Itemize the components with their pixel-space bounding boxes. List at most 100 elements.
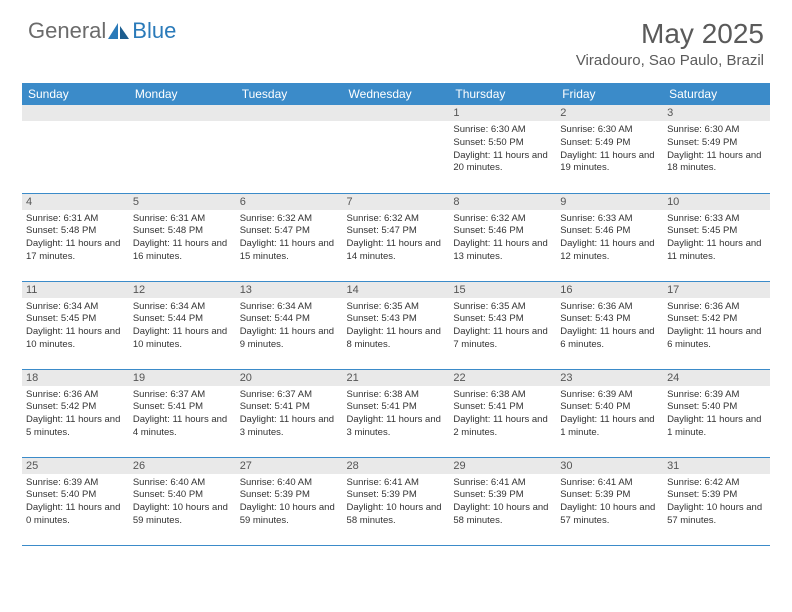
dayname-sunday: Sunday xyxy=(22,83,129,105)
calendar-cell: 21Sunrise: 6:38 AMSunset: 5:41 PMDayligh… xyxy=(343,369,450,457)
sunrise-line: Sunrise: 6:30 AM xyxy=(667,124,739,135)
calendar-week-row: 1 Sunrise: 6:30 AM Sunset: 5:50 PM Daylight… xyxy=(22,105,770,193)
sunrise-line: Sunrise: 6:39 AM xyxy=(560,389,632,400)
calendar-cell: 23Sunrise: 6:39 AMSunset: 5:40 PMDayligh… xyxy=(556,369,663,457)
sunset-line: Sunset: 5:42 PM xyxy=(667,313,737,324)
day-number: 2 xyxy=(556,105,663,121)
calendar-cell: 3Sunrise: 6:30 AMSunset: 5:49 PMDaylight… xyxy=(663,105,770,193)
sunset-line: Sunset: 5:50 PM xyxy=(453,137,523,148)
sunrise-line: Sunrise: 6:42 AM xyxy=(667,477,739,488)
day-content: Sunrise: 6:30 AM Sunset: 5:49 PM Daylight:… xyxy=(663,121,770,177)
sunset-line: Sunset: 5:49 PM xyxy=(560,137,630,148)
day-number: 9 xyxy=(556,194,663,210)
day-number: 23 xyxy=(556,370,663,386)
calendar-table: SundayMondayTuesdayWednesdayThursdayFrid… xyxy=(22,83,770,546)
sunrise-line: Sunrise: 6:32 AM xyxy=(347,213,419,224)
day-number: 25 xyxy=(22,458,129,474)
sunset-line: Sunset: 5:45 PM xyxy=(26,313,96,324)
calendar-week-row: 11Sunrise: 6:34 AMSunset: 5:45 PMDayligh… xyxy=(22,281,770,369)
logo: General Blue xyxy=(28,18,176,44)
calendar-cell: 12Sunrise: 6:34 AMSunset: 5:44 PMDayligh… xyxy=(129,281,236,369)
day-content: Sunrise: 6:30 AMSunset: 5:49 PMDaylight:… xyxy=(556,121,663,177)
calendar-cell: 11Sunrise: 6:34 AMSunset: 5:45 PMDayligh… xyxy=(22,281,129,369)
calendar-cell: 22Sunrise: 6:38 AMSunset: 5:41 PMDayligh… xyxy=(449,369,556,457)
sunrise-line: Sunrise: 6:39 AM xyxy=(26,477,98,488)
day-content: Sunrise: 6:34 AMSunset: 5:45 PMDaylight:… xyxy=(22,298,129,354)
dayname-monday: Monday xyxy=(129,83,236,105)
sunset-line: Sunset: 5:39 PM xyxy=(560,489,630,500)
sunset-line: Sunset: 5:43 PM xyxy=(560,313,630,324)
day-content: Sunrise: 6:32 AMSunset: 5:46 PMDaylight:… xyxy=(449,210,556,266)
calendar-week-row: 18Sunrise: 6:36 AMSunset: 5:42 PMDayligh… xyxy=(22,369,770,457)
sunset-line: Sunset: 5:41 PM xyxy=(453,401,523,412)
calendar-body: 1 Sunrise: 6:30 AM Sunset: 5:50 PM Daylight… xyxy=(22,105,770,545)
daylight-line: Daylight: 11 hours and 3 minutes. xyxy=(240,414,334,438)
calendar-cell: 30Sunrise: 6:41 AMSunset: 5:39 PMDayligh… xyxy=(556,457,663,545)
calendar-cell: 26Sunrise: 6:40 AMSunset: 5:40 PMDayligh… xyxy=(129,457,236,545)
day-number: 28 xyxy=(343,458,450,474)
calendar-cell: 18Sunrise: 6:36 AMSunset: 5:42 PMDayligh… xyxy=(22,369,129,457)
sunrise-line: Sunrise: 6:41 AM xyxy=(453,477,525,488)
day-number: 29 xyxy=(449,458,556,474)
calendar-cell: 25Sunrise: 6:39 AMSunset: 5:40 PMDayligh… xyxy=(22,457,129,545)
sunrise-line: Sunrise: 6:36 AM xyxy=(667,301,739,312)
sunset-line: Sunset: 5:46 PM xyxy=(560,225,630,236)
calendar-cell xyxy=(343,105,450,193)
day-content: Sunrise: 6:40 AMSunset: 5:40 PMDaylight:… xyxy=(129,474,236,530)
calendar-cell: 8Sunrise: 6:32 AMSunset: 5:46 PMDaylight… xyxy=(449,193,556,281)
dayname-tuesday: Tuesday xyxy=(236,83,343,105)
daylight-line: Daylight: 11 hours and 7 minutes. xyxy=(453,326,547,350)
daylight-line: Daylight: 11 hours and 0 minutes. xyxy=(26,502,120,526)
day-number: 16 xyxy=(556,282,663,298)
day-content: Sunrise: 6:37 AMSunset: 5:41 PMDaylight:… xyxy=(236,386,343,442)
dayname-thursday: Thursday xyxy=(449,83,556,105)
sunset-line: Sunset: 5:40 PM xyxy=(667,401,737,412)
sunset-line: Sunset: 5:43 PM xyxy=(453,313,523,324)
sunset-line: Sunset: 5:49 PM xyxy=(667,137,737,148)
sunset-line: Sunset: 5:40 PM xyxy=(560,401,630,412)
day-content: Sunrise: 6:41 AMSunset: 5:39 PMDaylight:… xyxy=(449,474,556,530)
day-number: 31 xyxy=(663,458,770,474)
daylight-line: Daylight: 11 hours and 1 minute. xyxy=(667,414,761,438)
sunrise-line: Sunrise: 6:34 AM xyxy=(133,301,205,312)
calendar-week-row: 25Sunrise: 6:39 AMSunset: 5:40 PMDayligh… xyxy=(22,457,770,545)
day-number: 20 xyxy=(236,370,343,386)
sunset-line: Sunset: 5:43 PM xyxy=(347,313,417,324)
daylight-line: Daylight: 11 hours and 17 minutes. xyxy=(26,238,120,262)
sunrise-line: Sunrise: 6:33 AM xyxy=(560,213,632,224)
day-content: Sunrise: 6:33 AMSunset: 5:46 PMDaylight:… xyxy=(556,210,663,266)
day-content: Sunrise: 6:34 AMSunset: 5:44 PMDaylight:… xyxy=(236,298,343,354)
calendar-cell xyxy=(129,105,236,193)
sunset-line: Sunset: 5:41 PM xyxy=(133,401,203,412)
day-content: Sunrise: 6:36 AMSunset: 5:42 PMDaylight:… xyxy=(663,298,770,354)
sunset-line: Sunset: 5:42 PM xyxy=(26,401,96,412)
calendar-cell: 7Sunrise: 6:32 AMSunset: 5:47 PMDaylight… xyxy=(343,193,450,281)
sunrise-line: Sunrise: 6:35 AM xyxy=(453,301,525,312)
sunset-line: Sunset: 5:48 PM xyxy=(26,225,96,236)
day-number-empty xyxy=(343,105,450,121)
calendar-cell: 14Sunrise: 6:35 AMSunset: 5:43 PMDayligh… xyxy=(343,281,450,369)
daylight-line: Daylight: 11 hours and 15 minutes. xyxy=(240,238,334,262)
day-content: Sunrise: 6:36 AMSunset: 5:43 PMDaylight:… xyxy=(556,298,663,354)
day-number: 21 xyxy=(343,370,450,386)
calendar-cell: 24Sunrise: 6:39 AMSunset: 5:40 PMDayligh… xyxy=(663,369,770,457)
day-content: Sunrise: 6:39 AMSunset: 5:40 PMDaylight:… xyxy=(556,386,663,442)
day-content: Sunrise: 6:32 AMSunset: 5:47 PMDaylight:… xyxy=(343,210,450,266)
sunset-line: Sunset: 5:44 PM xyxy=(133,313,203,324)
daylight-line: Daylight: 11 hours and 18 minutes. xyxy=(667,150,761,174)
daylight-line: Daylight: 11 hours and 19 minutes. xyxy=(560,150,654,174)
sunset-line: Sunset: 5:41 PM xyxy=(240,401,310,412)
day-number: 22 xyxy=(449,370,556,386)
daylight-line: Daylight: 11 hours and 6 minutes. xyxy=(560,326,654,350)
day-number: 1 xyxy=(449,105,556,121)
day-content: Sunrise: 6:38 AMSunset: 5:41 PMDaylight:… xyxy=(343,386,450,442)
day-content: Sunrise: 6:42 AMSunset: 5:39 PMDaylight:… xyxy=(663,474,770,530)
daylight-line: Daylight: 11 hours and 2 minutes. xyxy=(453,414,547,438)
sunrise-line: Sunrise: 6:39 AM xyxy=(667,389,739,400)
calendar-cell: 27Sunrise: 6:40 AMSunset: 5:39 PMDayligh… xyxy=(236,457,343,545)
daylight-line: Daylight: 11 hours and 20 minutes. xyxy=(453,150,547,174)
calendar-cell: 10Sunrise: 6:33 AMSunset: 5:45 PMDayligh… xyxy=(663,193,770,281)
day-number: 14 xyxy=(343,282,450,298)
daylight-line: Daylight: 10 hours and 58 minutes. xyxy=(347,502,442,526)
day-number: 12 xyxy=(129,282,236,298)
